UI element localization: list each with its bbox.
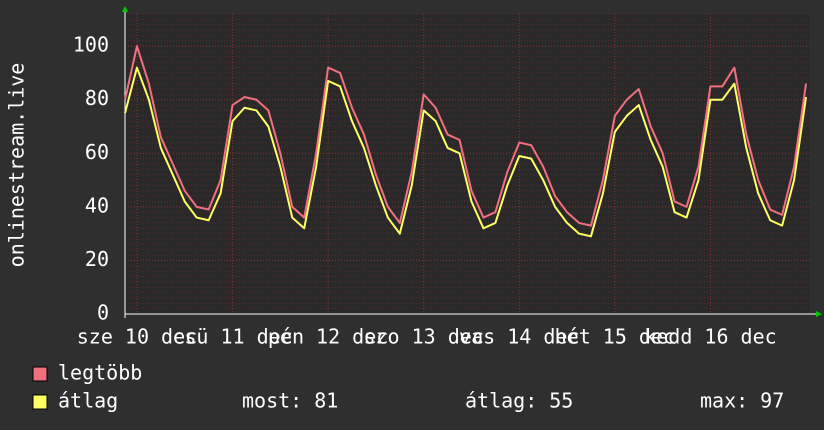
x-tick-label: sze 10 dec: [77, 325, 197, 349]
axis-arrow: [122, 6, 128, 12]
x-tick-label: csü 11 dec: [172, 325, 292, 349]
x-tick-label: kedd 16 dec: [644, 325, 776, 349]
legend-label: átlag: [58, 389, 118, 413]
series-line: [124, 45, 808, 227]
y-tick-label: 60: [85, 140, 109, 164]
stat-value: 81: [314, 389, 338, 413]
legend-swatch: [32, 366, 48, 382]
x-tick-label: vas 14 dec: [459, 325, 579, 349]
y-axis-label: onlinestream.live: [5, 63, 29, 268]
x-tick-label: szo 13 dec: [363, 325, 483, 349]
stat-value: 55: [549, 389, 573, 413]
x-tick-label: hét 15 dec: [555, 325, 675, 349]
stat-label: most:: [242, 389, 302, 413]
stat-label: átlag:: [465, 389, 537, 413]
y-tick-label: 0: [97, 301, 109, 325]
y-tick-label: 20: [85, 247, 109, 271]
legend-swatch: [32, 394, 48, 410]
stat-value: 97: [760, 389, 784, 413]
y-tick-label: 80: [85, 86, 109, 110]
legend-label: legtöbb: [58, 361, 142, 385]
x-tick-label: pén 12 dec: [268, 325, 388, 349]
y-tick-label: 100: [73, 33, 109, 57]
axis-arrow: [816, 311, 822, 317]
series-line: [124, 66, 808, 238]
stat-label: max:: [700, 389, 748, 413]
y-tick-label: 40: [85, 193, 109, 217]
